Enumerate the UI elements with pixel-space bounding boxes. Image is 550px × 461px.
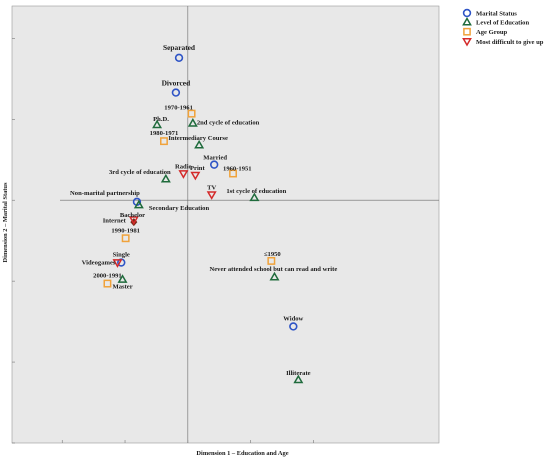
- single-label: Single: [113, 252, 130, 259]
- illiterate-label: Illiterate: [286, 370, 311, 377]
- internet-marker: [128, 216, 139, 225]
- internet-label: Internet: [103, 218, 127, 225]
- y-axis-title: Dimension 2 – Marital Status: [2, 182, 9, 262]
- non-marital-partnership-label: Non-marital partnership: [70, 190, 140, 197]
- secondary-education-label: Secondary Education: [149, 205, 210, 212]
- x-axis-title: Dimension 1 – Education and Age: [196, 450, 288, 457]
- 1st-cycle-of-education-marker: [249, 192, 260, 202]
- tv-label: TV: [207, 185, 216, 192]
- divorced-marker: [171, 88, 181, 97]
- married-label: Married: [203, 155, 227, 162]
- tv-marker: [206, 191, 217, 200]
- 1960-1951-marker: [229, 169, 237, 178]
- never-attended-school-but-can-read-and-write-marker: [269, 271, 280, 281]
- 1980-1971-label: 1980-1971: [150, 130, 179, 137]
- 2nd-cycle-of-education-label: 2nd cycle of education: [197, 119, 260, 126]
- 1950-label: ≤1950: [264, 251, 282, 258]
- single-marker: [117, 258, 126, 267]
- radio-label: Radio: [175, 164, 193, 171]
- intermediary-course-label: Intermediary Course: [168, 135, 228, 142]
- ph-d-label: Ph.D.: [153, 116, 169, 123]
- chart-marks: [103, 53, 304, 384]
- legend-label-age-group: Age Group: [476, 29, 508, 36]
- ph-d-marker: [152, 119, 163, 129]
- 1970-1961-marker: [187, 109, 196, 118]
- 3rd-cycle-of-education-label: 3rd cycle of education: [109, 169, 171, 176]
- married-marker: [209, 160, 219, 169]
- divorced-label: Divorced: [162, 79, 191, 88]
- legend-label-level-of-education: Level of Education: [476, 20, 529, 27]
- legend-marker-most-difficult: [462, 38, 472, 47]
- master-label: Master: [113, 284, 133, 291]
- separated-label: Separated: [163, 43, 196, 52]
- 1980-1971-marker: [160, 137, 168, 146]
- 1970-1961-label: 1970-1961: [164, 105, 193, 112]
- 2000-1991-marker: [103, 279, 112, 288]
- legend-label-most-difficult: Most difficult to give up: [476, 39, 544, 46]
- 1950-marker: [267, 256, 276, 265]
- legend-marker-age-group: [463, 27, 471, 36]
- 1st-cycle-of-education-label: 1st cycle of education: [226, 188, 286, 195]
- never-attended-school-but-can-read-and-write-label: Never attended school but can read and w…: [209, 266, 337, 273]
- legend-marker-marital-status: [462, 8, 472, 18]
- 1990-1981-label: 1990-1981: [111, 227, 140, 234]
- widow-marker: [289, 322, 298, 331]
- intermediary-course-marker: [194, 139, 205, 149]
- videogames-label: Videogames: [82, 260, 116, 267]
- legend-label-marital-status: Marital Status: [476, 11, 517, 18]
- 2000-1991-label: 2000-1991: [93, 273, 122, 280]
- radio-marker: [178, 170, 189, 179]
- videogames-marker: [112, 259, 123, 268]
- chart-panel: [11, 5, 440, 444]
- print-label: Print: [190, 165, 205, 172]
- print-marker: [190, 171, 201, 181]
- 2nd-cycle-of-education-marker: [187, 118, 198, 127]
- 3rd-cycle-of-education-marker: [160, 173, 171, 183]
- 1960-1951-label: 1960-1951: [223, 166, 252, 173]
- secondary-education-marker: [133, 199, 144, 209]
- legend-marker-level-of-education: [462, 16, 472, 26]
- legend: Marital Status Level of Education Age Gr…: [462, 8, 544, 47]
- point-labels: Separated Divorced Married Non-marital part…: [70, 43, 337, 377]
- bachelor-label: Bachelor: [120, 212, 145, 219]
- separated-marker: [174, 53, 184, 62]
- 1990-1981-marker: [121, 234, 130, 243]
- widow-label: Widow: [283, 315, 303, 322]
- illiterate-marker: [293, 374, 304, 384]
- master-marker: [117, 274, 128, 283]
